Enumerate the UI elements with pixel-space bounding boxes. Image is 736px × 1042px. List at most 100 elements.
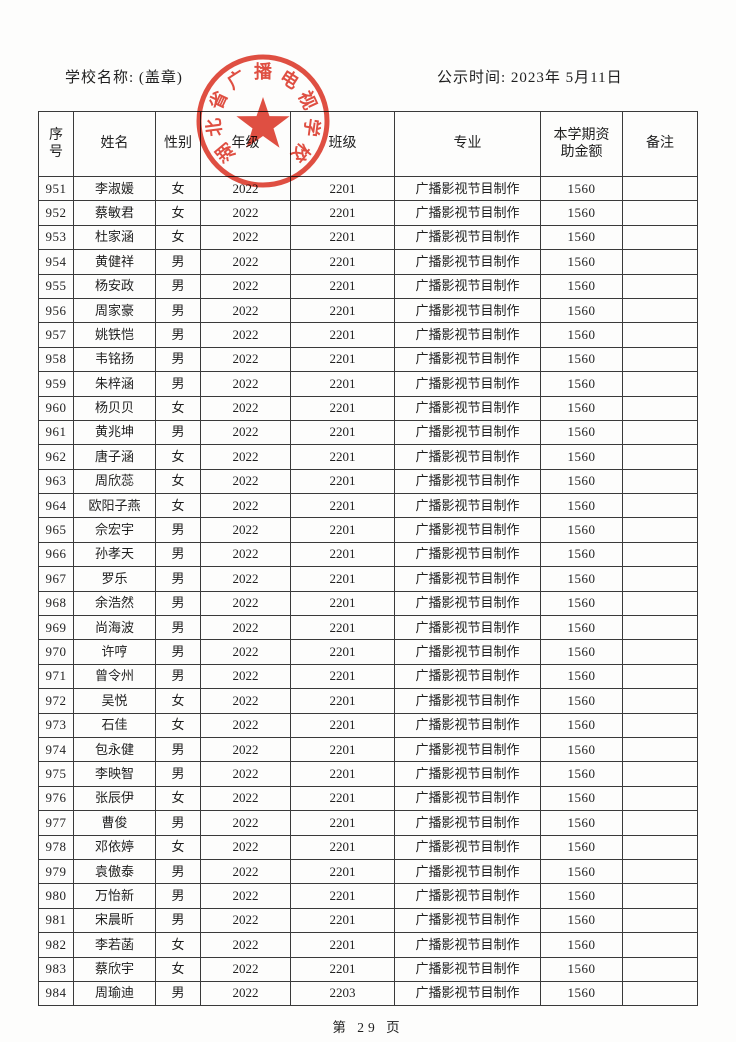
cell-amount: 1560 bbox=[540, 395, 623, 421]
cell-gender: 男 bbox=[155, 371, 201, 397]
document-header: 学校名称: (盖章) 公示时间: 2023年 5月11日 bbox=[0, 66, 736, 88]
cell-no: 977 bbox=[38, 810, 74, 836]
table-row: 969 尚海波男 2022 2201 广播影视节目制作 1560 bbox=[38, 615, 698, 641]
cell-amount: 1560 bbox=[540, 200, 623, 226]
cell-major: 广播影视节目制作 bbox=[394, 834, 541, 860]
cell-amount: 1560 bbox=[540, 371, 623, 397]
cell-major: 广播影视节目制作 bbox=[394, 419, 541, 446]
cell-grade: 2022 bbox=[200, 322, 291, 348]
table-row: 955 杨安政男 2022 2201 广播影视节目制作 1560 bbox=[38, 273, 698, 299]
col-header-major: 专业 bbox=[394, 111, 541, 177]
cell-gender: 男 bbox=[155, 980, 201, 1007]
cell-gender: 男 bbox=[155, 663, 201, 690]
cell-gender: 男 bbox=[155, 346, 201, 373]
cell-note bbox=[622, 444, 698, 470]
cell-major: 广播影视节目制作 bbox=[394, 297, 541, 324]
cell-no: 951 bbox=[38, 175, 74, 202]
cell-amount: 1560 bbox=[540, 834, 623, 860]
table-row: 977 曹俊男 2022 2201 广播影视节目制作 1560 bbox=[38, 810, 698, 836]
cell-class: 2201 bbox=[290, 761, 395, 787]
cell-name: 罗乐 bbox=[73, 566, 156, 592]
cell-amount: 1560 bbox=[540, 712, 623, 738]
cell-name: 吴悦 bbox=[73, 688, 156, 714]
cell-note bbox=[622, 663, 698, 690]
cell-grade: 2022 bbox=[200, 517, 291, 543]
seal-char: 省 bbox=[205, 87, 232, 113]
cell-grade: 2022 bbox=[200, 688, 291, 714]
cell-gender: 男 bbox=[155, 639, 201, 665]
cell-gender: 女 bbox=[155, 493, 201, 519]
cell-grade: 2022 bbox=[200, 273, 291, 299]
cell-amount: 1560 bbox=[540, 419, 623, 446]
cell-name: 朱梓涵 bbox=[73, 371, 156, 397]
cell-gender: 女 bbox=[155, 712, 201, 738]
cell-gender: 女 bbox=[155, 444, 201, 470]
cell-amount: 1560 bbox=[540, 468, 623, 495]
cell-no: 981 bbox=[38, 907, 74, 934]
cell-grade: 2022 bbox=[200, 541, 291, 568]
cell-note bbox=[622, 419, 698, 446]
cell-amount: 1560 bbox=[540, 688, 623, 714]
table-row: 978 邓依婷女 2022 2201 广播影视节目制作 1560 bbox=[38, 834, 698, 860]
table-row: 962 唐子涵女 2022 2201 广播影视节目制作 1560 bbox=[38, 444, 698, 470]
cell-no: 968 bbox=[38, 590, 74, 617]
cell-note bbox=[622, 639, 698, 665]
cell-gender: 女 bbox=[155, 688, 201, 714]
cell-name: 李若菡 bbox=[73, 932, 156, 958]
cell-name: 李淑媛 bbox=[73, 175, 156, 202]
cell-note bbox=[622, 468, 698, 495]
cell-gender: 女 bbox=[155, 932, 201, 958]
cell-major: 广播影视节目制作 bbox=[394, 224, 541, 251]
table-row: 976 张辰伊女 2022 2201 广播影视节目制作 1560 bbox=[38, 785, 698, 812]
col-header-gender: 性别 bbox=[155, 111, 201, 177]
cell-name: 佘宏宇 bbox=[73, 517, 156, 543]
table-row: 982 李若菡女 2022 2201 广播影视节目制作 1560 bbox=[38, 932, 698, 958]
cell-note bbox=[622, 785, 698, 812]
cell-amount: 1560 bbox=[540, 810, 623, 836]
cell-class: 2201 bbox=[290, 346, 395, 373]
table-row: 954 黄健祥男 2022 2201 广播影视节目制作 1560 bbox=[38, 249, 698, 275]
cell-no: 966 bbox=[38, 541, 74, 568]
table-row: 959 朱梓涵男 2022 2201 广播影视节目制作 1560 bbox=[38, 371, 698, 397]
cell-gender: 男 bbox=[155, 517, 201, 543]
col-header-amount: 本学期资助金额 bbox=[540, 111, 623, 177]
col-header-note: 备注 bbox=[622, 111, 698, 177]
cell-note bbox=[622, 273, 698, 299]
cell-name: 曹俊 bbox=[73, 810, 156, 836]
cell-major: 广播影视节目制作 bbox=[394, 346, 541, 373]
cell-class: 2201 bbox=[290, 541, 395, 568]
cell-note bbox=[622, 932, 698, 958]
cell-name: 李映智 bbox=[73, 761, 156, 787]
cell-class: 2201 bbox=[290, 736, 395, 763]
cell-no: 974 bbox=[38, 736, 74, 763]
table-row: 963 周欣蕊女 2022 2201 广播影视节目制作 1560 bbox=[38, 468, 698, 495]
cell-major: 广播影视节目制作 bbox=[394, 493, 541, 519]
cell-major: 广播影视节目制作 bbox=[394, 688, 541, 714]
cell-amount: 1560 bbox=[540, 273, 623, 299]
cell-major: 广播影视节目制作 bbox=[394, 956, 541, 982]
cell-name: 邓依婷 bbox=[73, 834, 156, 860]
cell-gender: 男 bbox=[155, 858, 201, 885]
cell-no: 958 bbox=[38, 346, 74, 373]
cell-amount: 1560 bbox=[540, 346, 623, 373]
cell-no: 979 bbox=[38, 858, 74, 885]
table-row: 952 蔡敏君女 2022 2201 广播影视节目制作 1560 bbox=[38, 200, 698, 226]
cell-name: 杨安政 bbox=[73, 273, 156, 299]
table-row: 980 万怡新男 2022 2201 广播影视节目制作 1560 bbox=[38, 883, 698, 909]
cell-major: 广播影视节目制作 bbox=[394, 907, 541, 934]
cell-note bbox=[622, 761, 698, 787]
cell-note bbox=[622, 249, 698, 275]
cell-no: 982 bbox=[38, 932, 74, 958]
cell-name: 蔡欣宇 bbox=[73, 956, 156, 982]
cell-no: 964 bbox=[38, 493, 74, 519]
cell-class: 2201 bbox=[290, 785, 395, 812]
cell-grade: 2022 bbox=[200, 371, 291, 397]
cell-name: 姚铁恺 bbox=[73, 322, 156, 348]
cell-amount: 1560 bbox=[540, 224, 623, 251]
cell-note bbox=[622, 615, 698, 641]
seal-char: 视 bbox=[294, 87, 321, 113]
cell-no: 963 bbox=[38, 468, 74, 495]
cell-amount: 1560 bbox=[540, 297, 623, 324]
cell-grade: 2022 bbox=[200, 663, 291, 690]
cell-class: 2201 bbox=[290, 858, 395, 885]
